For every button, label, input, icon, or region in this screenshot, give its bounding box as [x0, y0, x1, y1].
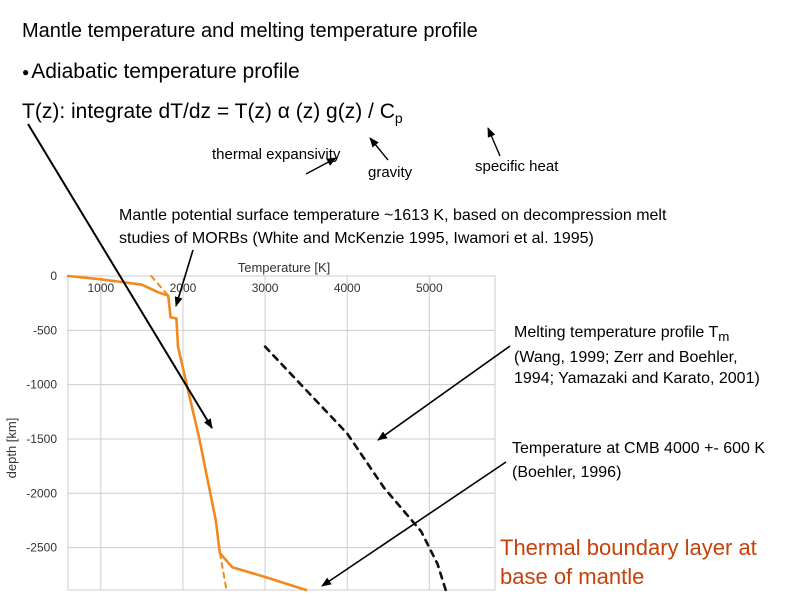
x-tick-label: 1000 — [87, 281, 114, 295]
annotation-arrows — [27, 123, 511, 587]
arrow-to-g — [369, 137, 389, 161]
bullet-item: ●Adiabatic temperature profile — [22, 60, 300, 84]
arrow-to-alpha — [305, 157, 337, 175]
formula: T(z): integrate dT/dz = T(z) α (z) g(z) … — [22, 100, 403, 126]
label-thermal-expansivity: thermal expansivity — [212, 146, 341, 163]
y-tick-label: 0 — [50, 269, 57, 283]
chart-plot: 1000 2000 3000 4000 5000 0 -500 -1000 -1500 -2000… — [4, 260, 496, 592]
geotherm-extension-line — [150, 275, 170, 297]
melting-text-b: (Wang, 1999; Zerr and Boehler, 1994; Yam… — [514, 349, 760, 388]
bullet-icon: ● — [22, 65, 30, 80]
x-tick-label: 4000 — [334, 281, 361, 295]
melting-text-a: Melting temperature profile T — [514, 324, 719, 341]
arrow-t-to-geotherm — [27, 123, 213, 429]
label-specific-heat: specific heat — [475, 158, 559, 175]
y-tick-label: -1500 — [26, 432, 57, 446]
melting-curve-line — [263, 345, 447, 592]
x-tick-label: 3000 — [252, 281, 279, 295]
x-tick-label: 2000 — [170, 281, 197, 295]
y-tick-label: -2500 — [26, 541, 57, 555]
geotherm-extension-line — [218, 552, 228, 591]
geotherm-line — [66, 274, 308, 592]
y-tick-label: -2000 — [26, 486, 57, 500]
bullet-text: Adiabatic temperature profile — [31, 60, 300, 83]
y-tick-label: -1000 — [26, 378, 57, 392]
label-gravity: gravity — [368, 164, 413, 181]
melting-profile-note: Melting temperature profile Tm (Wang, 19… — [514, 322, 774, 389]
thermal-boundary-layer-note: Thermal boundary layer at base of mantle — [500, 535, 757, 589]
cmb-temperature-note: Temperature at CMB 4000 +- 600 K (Boehle… — [512, 440, 766, 481]
arrow-to-cp — [487, 127, 501, 157]
y-axis-title: depth [km] — [4, 418, 19, 479]
plot-frame — [67, 275, 496, 591]
formula-subscript: p — [394, 110, 403, 127]
slide-title: Mantle temperature and melting temperatu… — [22, 20, 478, 42]
arrow-to-melting-curve — [377, 345, 511, 441]
arrow-to-potential — [174, 249, 194, 307]
y-tick-label: -500 — [33, 323, 57, 337]
formula-main: T(z): integrate dT/dz = T(z) α (z) g(z) … — [22, 100, 395, 123]
potential-temperature-note: Mantle potential surface temperature ~16… — [119, 207, 667, 247]
x-tick-label: 5000 — [416, 281, 443, 295]
arrow-to-cmb — [321, 461, 507, 587]
x-axis-title: Temperature [K] — [238, 260, 331, 275]
melting-subscript: m — [718, 329, 730, 345]
